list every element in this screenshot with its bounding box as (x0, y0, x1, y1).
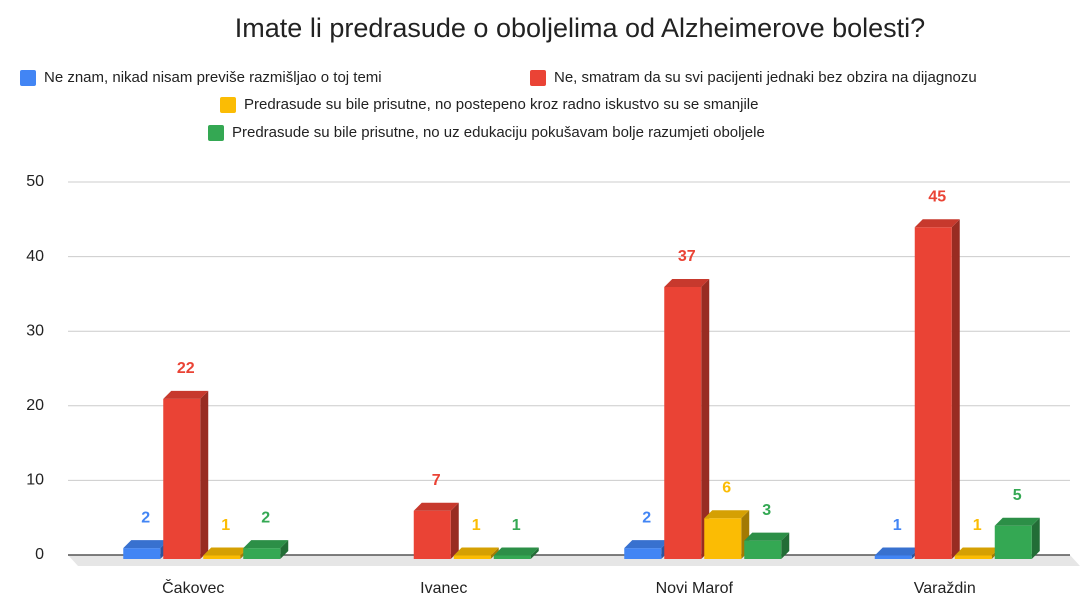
bar (243, 540, 289, 559)
value-label: 5 (1013, 487, 1022, 504)
value-label: 1 (512, 517, 521, 534)
bar-front (413, 510, 451, 559)
bar-top (664, 278, 710, 287)
bar (744, 532, 790, 559)
bar-front (704, 518, 742, 559)
bar (624, 540, 670, 559)
bar-side (781, 532, 790, 559)
bar-side (280, 540, 289, 559)
legend-label: Predrasude su bile prisutne, no uz eduka… (232, 124, 765, 141)
legend-label: Ne znam, nikad nisam previše razmišljao … (44, 69, 382, 86)
bar (493, 547, 539, 559)
bar-side (450, 502, 459, 559)
bar-top (914, 219, 960, 228)
y-tick-label: 20 (26, 397, 44, 414)
x-tick-label: Čakovec (162, 578, 224, 597)
bar-front (163, 398, 201, 559)
value-label: 37 (678, 248, 696, 265)
bar-front (123, 548, 161, 559)
y-tick-label: 50 (26, 173, 44, 190)
legend-swatch (530, 70, 546, 86)
bar-top (624, 540, 670, 549)
bar-front (664, 286, 702, 559)
bar-top (493, 547, 539, 556)
legend-swatch (208, 125, 224, 141)
bar-side (701, 278, 710, 559)
chart-title: Imate li predrasude o oboljelima od Alzh… (235, 13, 925, 43)
bar-front (874, 555, 912, 559)
bar-side (951, 219, 960, 560)
value-label: 2 (141, 509, 150, 526)
value-label: 45 (928, 189, 946, 206)
floor (68, 555, 1080, 566)
value-label: 1 (472, 517, 481, 534)
bar (914, 219, 960, 560)
bar (453, 547, 499, 559)
bar-top (704, 510, 750, 519)
value-label: 3 (762, 502, 771, 519)
bar-front (994, 525, 1032, 559)
y-tick-label: 0 (35, 546, 44, 563)
bar (123, 540, 169, 559)
legend-swatch (220, 97, 236, 113)
bar (203, 547, 249, 559)
bar-top (874, 547, 920, 556)
bar (994, 517, 1040, 559)
x-tick-label: Novi Marof (656, 580, 734, 597)
value-label: 2 (261, 509, 270, 526)
value-label: 6 (722, 479, 731, 496)
bar-top (954, 547, 1000, 556)
value-label: 1 (221, 517, 230, 534)
bar-top (243, 540, 289, 549)
bar-side (530, 547, 539, 559)
bar-side (200, 390, 209, 559)
bar-front (744, 540, 782, 559)
bar-front (493, 555, 531, 559)
bar-top (413, 502, 459, 511)
bar-top (744, 532, 790, 541)
bar-top (994, 517, 1040, 526)
bar-front (954, 555, 992, 559)
bar-front (624, 548, 662, 559)
y-tick-label: 10 (26, 472, 44, 489)
bar (704, 510, 750, 559)
bar-top (453, 547, 499, 556)
bar (413, 502, 459, 559)
value-label: 1 (973, 517, 982, 534)
value-label: 1 (893, 517, 902, 534)
x-tick-label: Varaždin (914, 580, 976, 597)
value-label: 7 (432, 472, 441, 489)
legend-label: Predrasude su bile prisutne, no postepen… (244, 96, 758, 113)
bar (874, 547, 920, 559)
bar (664, 278, 710, 559)
legend-label: Ne, smatram da su svi pacijenti jednaki … (554, 69, 977, 86)
y-tick-label: 30 (26, 322, 44, 339)
bar (954, 547, 1000, 559)
bar (163, 390, 209, 559)
bar-side (1031, 517, 1040, 559)
x-tick-label: Ivanec (420, 580, 467, 597)
bar-front (453, 555, 491, 559)
bar-front (203, 555, 241, 559)
bar-top (123, 540, 169, 549)
bar-top (163, 390, 209, 399)
value-label: 22 (177, 360, 195, 377)
bar-front (243, 548, 281, 559)
bar-top (203, 547, 249, 556)
bar-front (914, 227, 952, 560)
bar-side (490, 547, 499, 559)
value-label: 2 (642, 509, 651, 526)
y-tick-label: 40 (26, 248, 44, 265)
legend-swatch (20, 70, 36, 86)
